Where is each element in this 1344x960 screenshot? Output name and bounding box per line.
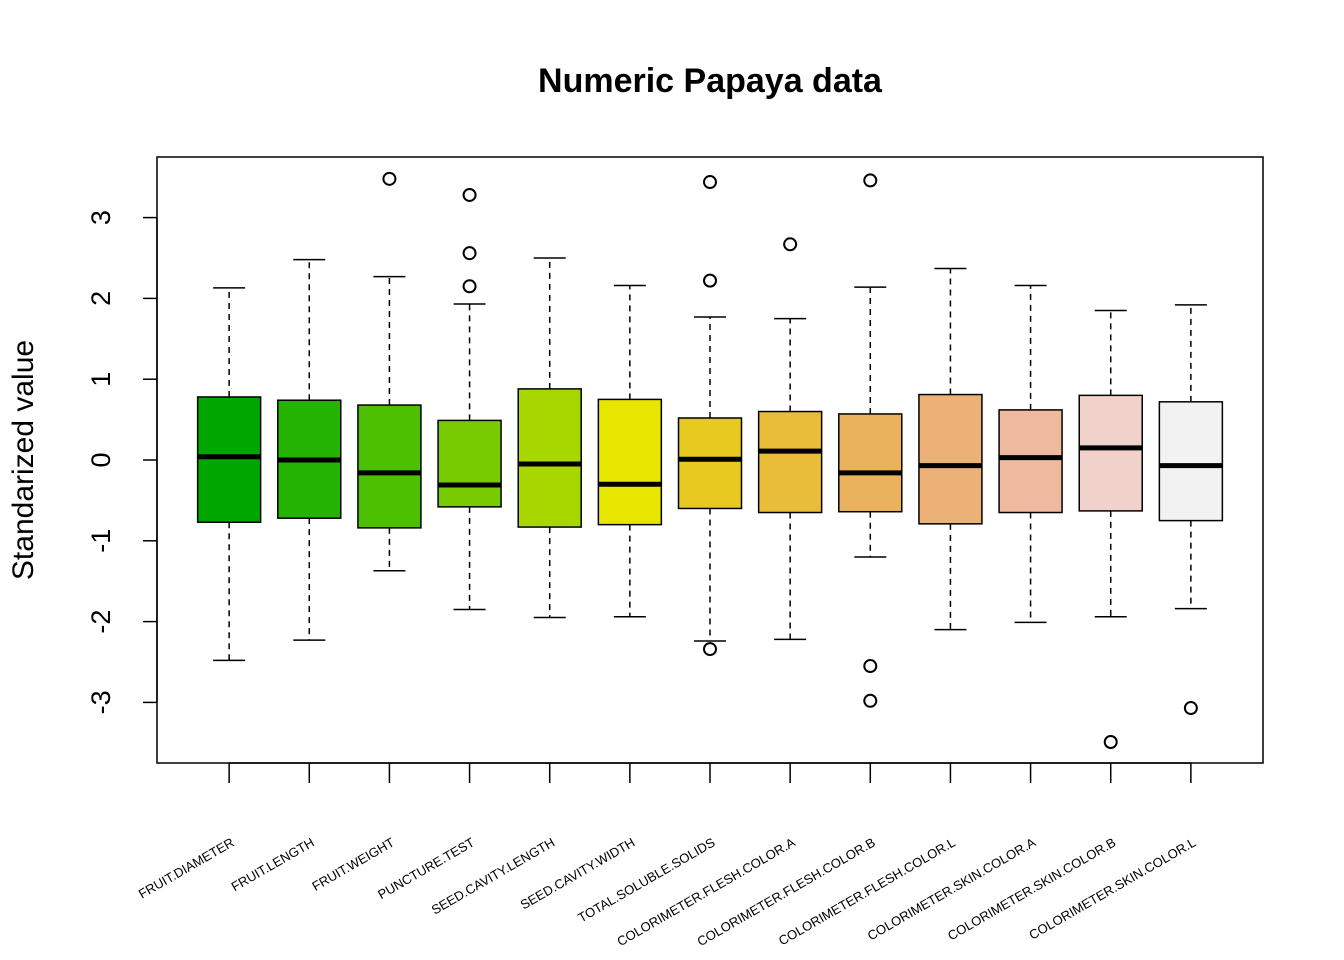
y-tick-label: -1 bbox=[86, 529, 116, 553]
outlier-point bbox=[462, 187, 477, 202]
box-iqr bbox=[357, 404, 422, 529]
x-tick-label: TOTAL.SOLUBLE.SOLIDS bbox=[575, 834, 718, 925]
box-iqr bbox=[517, 388, 582, 528]
box-iqr bbox=[998, 409, 1063, 514]
box-iqr bbox=[677, 417, 743, 510]
box-iqr bbox=[838, 413, 903, 513]
box-iqr bbox=[1078, 394, 1143, 512]
y-axis-label: Standarized value bbox=[7, 340, 40, 580]
x-tick-label: FRUIT.DIAMETER bbox=[136, 835, 237, 902]
box bbox=[1078, 309, 1143, 749]
box bbox=[437, 187, 502, 611]
box bbox=[517, 257, 582, 619]
box-iqr bbox=[437, 419, 502, 508]
box bbox=[597, 284, 663, 618]
box-iqr bbox=[757, 410, 823, 514]
box bbox=[1158, 304, 1224, 716]
outlier-point bbox=[703, 642, 717, 657]
box bbox=[677, 175, 743, 657]
box bbox=[357, 171, 422, 572]
y-tick-label: -2 bbox=[86, 610, 116, 634]
outlier-point bbox=[783, 237, 798, 252]
box bbox=[998, 284, 1063, 624]
box bbox=[757, 237, 823, 641]
box bbox=[196, 287, 262, 662]
box-iqr bbox=[597, 398, 663, 526]
x-tick-label: FRUIT.LENGTH bbox=[229, 835, 317, 895]
box-group bbox=[196, 171, 1224, 749]
y-tick-label: -3 bbox=[86, 690, 116, 714]
outlier-point bbox=[863, 173, 878, 188]
box bbox=[918, 267, 983, 631]
box bbox=[277, 258, 342, 641]
outlier-point bbox=[1103, 734, 1118, 749]
outlier-point bbox=[863, 659, 878, 674]
box bbox=[838, 173, 903, 708]
box-iqr bbox=[1158, 401, 1224, 522]
x-axis: FRUIT.DIAMETERFRUIT.LENGTHFRUIT.WEIGHTPU… bbox=[136, 762, 1198, 949]
y-tick-label: 1 bbox=[86, 372, 116, 387]
outlier-point bbox=[462, 279, 477, 294]
outlier-point bbox=[382, 171, 397, 186]
y-tick-label: 0 bbox=[86, 452, 116, 467]
box-iqr bbox=[918, 393, 983, 525]
y-axis: -3 -2 -1 0 1 2 3 bbox=[86, 210, 158, 714]
box-iqr bbox=[196, 396, 262, 523]
outlier-point bbox=[462, 246, 477, 261]
outlier-point bbox=[703, 175, 717, 190]
outlier-point bbox=[1183, 701, 1198, 716]
y-tick-label: 3 bbox=[86, 210, 116, 225]
chart-title: Numeric Papaya data bbox=[538, 62, 883, 100]
outlier-point bbox=[703, 273, 717, 288]
y-tick-label: 2 bbox=[86, 291, 116, 306]
outlier-point bbox=[863, 693, 878, 708]
